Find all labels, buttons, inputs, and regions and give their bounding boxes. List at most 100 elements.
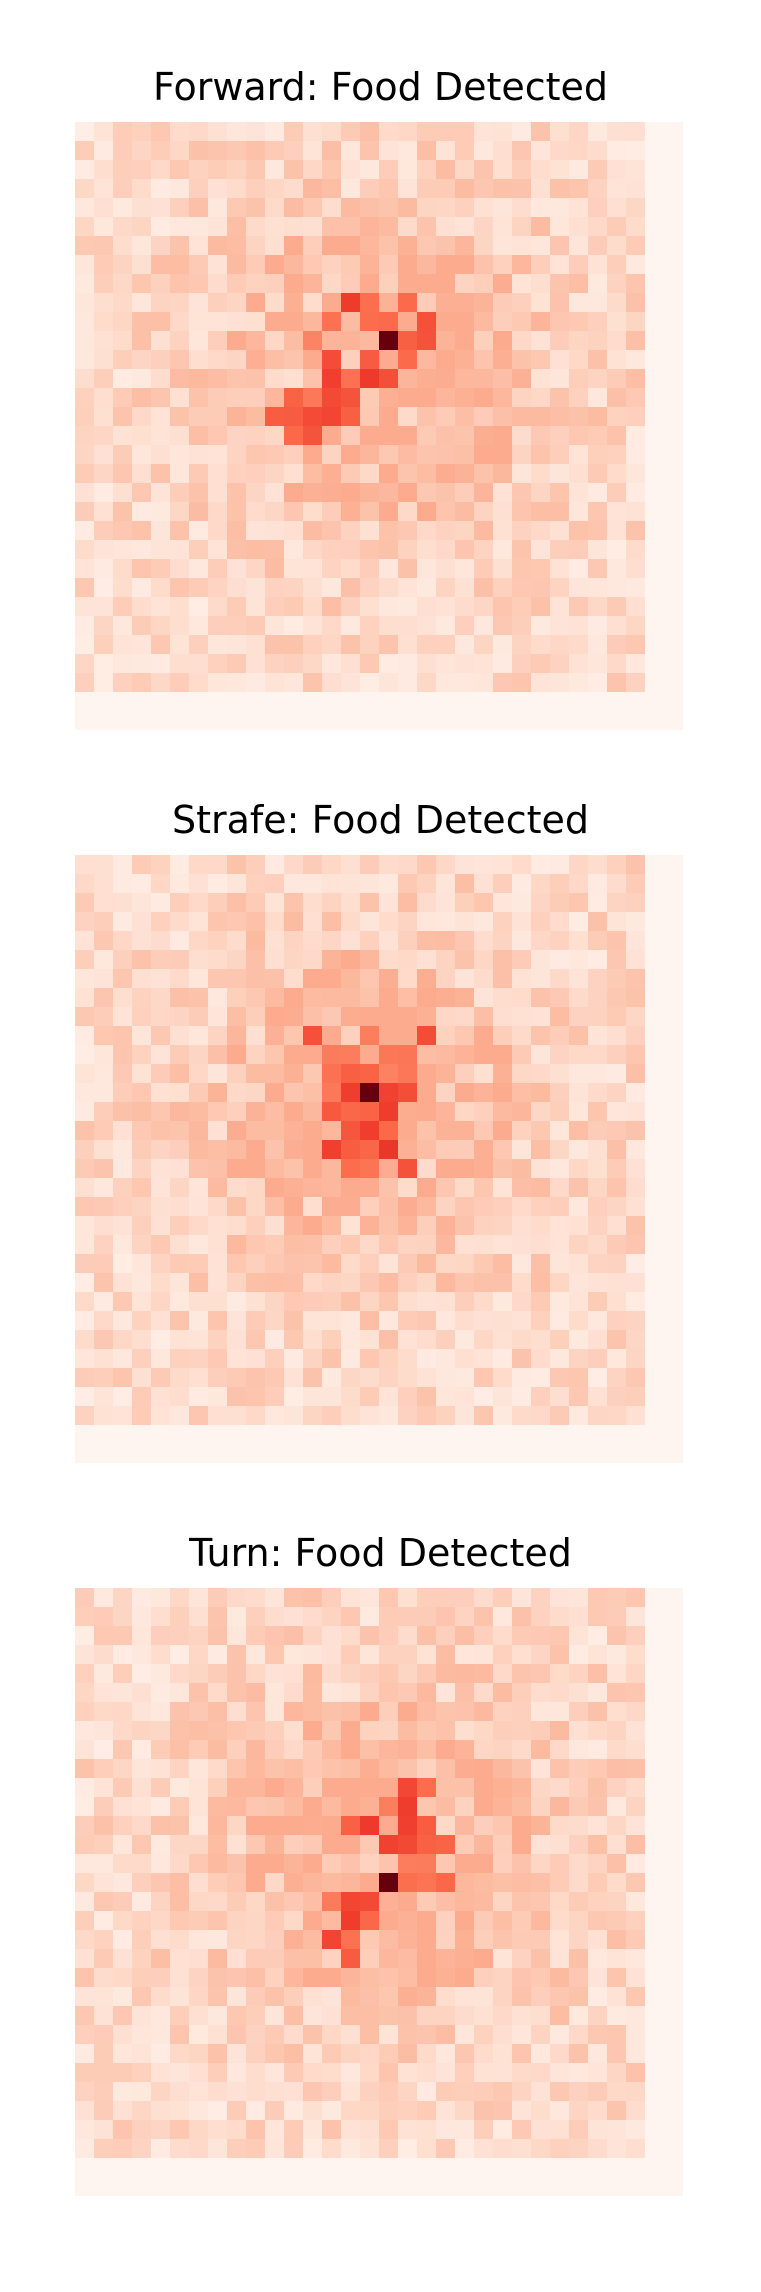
heatmap-cell — [379, 969, 398, 988]
heatmap-cell — [94, 293, 113, 312]
heatmap-cell — [132, 893, 151, 912]
heatmap-cell — [227, 1197, 246, 1216]
heatmap-cell — [474, 236, 493, 255]
heatmap-cell — [227, 635, 246, 654]
heatmap-cell — [379, 445, 398, 464]
heatmap-cell — [436, 502, 455, 521]
heatmap-cell — [417, 483, 436, 502]
heatmap-cell — [436, 912, 455, 931]
heatmap-cell — [493, 893, 512, 912]
heatmap-cell — [512, 597, 531, 616]
heatmap-cell — [474, 483, 493, 502]
heatmap-cell — [208, 635, 227, 654]
heatmap-cell — [417, 426, 436, 445]
heatmap-cell — [550, 217, 569, 236]
heatmap-cell — [94, 2139, 113, 2158]
heatmap-cell — [227, 293, 246, 312]
heatmap-cell — [379, 502, 398, 521]
heatmap-cell — [75, 1987, 94, 2006]
heatmap-cell — [360, 1797, 379, 1816]
heatmap-cell — [113, 2177, 132, 2196]
heatmap-cell — [512, 1368, 531, 1387]
heatmap-cell — [151, 1406, 170, 1425]
heatmap-cell — [265, 2025, 284, 2044]
heatmap-cell — [265, 1740, 284, 1759]
heatmap-cell — [664, 445, 683, 464]
heatmap-cell — [151, 141, 170, 160]
heatmap-cell — [170, 711, 189, 730]
heatmap-cell — [341, 597, 360, 616]
heatmap-cell — [246, 1026, 265, 1045]
heatmap-cell — [265, 1216, 284, 1235]
heatmap-cell — [455, 1387, 474, 1406]
heatmap-cell — [189, 1911, 208, 1930]
heatmap-cell — [113, 1854, 132, 1873]
heatmap-cell — [284, 1406, 303, 1425]
heatmap-cell — [132, 1216, 151, 1235]
heatmap-cell — [512, 1968, 531, 1987]
heatmap-cell — [322, 597, 341, 616]
heatmap-cell — [474, 1064, 493, 1083]
heatmap-cell — [455, 483, 474, 502]
heatmap-cell — [113, 1102, 132, 1121]
heatmap-cell — [170, 855, 189, 874]
heatmap-cell — [474, 160, 493, 179]
heatmap-cell — [493, 369, 512, 388]
heatmap-cell — [569, 1911, 588, 1930]
heatmap-cell — [512, 711, 531, 730]
heatmap-cell — [379, 1721, 398, 1740]
heatmap-cell — [550, 2006, 569, 2025]
heatmap-cell — [531, 407, 550, 426]
heatmap-cell — [569, 331, 588, 350]
heatmap-cell — [531, 1778, 550, 1797]
heatmap-cell — [303, 692, 322, 711]
heatmap-cell — [607, 1968, 626, 1987]
heatmap-cell — [417, 673, 436, 692]
heatmap-cell — [550, 1444, 569, 1463]
heatmap-cell — [151, 635, 170, 654]
heatmap-cell — [398, 1387, 417, 1406]
heatmap-cell — [664, 2082, 683, 2101]
heatmap-cell — [132, 1235, 151, 1254]
heatmap-cell — [512, 179, 531, 198]
heatmap-cell — [607, 312, 626, 331]
heatmap-cell — [227, 1911, 246, 1930]
heatmap-cell — [75, 1854, 94, 1873]
heatmap-cell — [246, 616, 265, 635]
heatmap-cell — [94, 1121, 113, 1140]
heatmap-cell — [626, 2082, 645, 2101]
heatmap-cell — [417, 1930, 436, 1949]
heatmap-cell — [341, 1197, 360, 1216]
heatmap-cell — [322, 1406, 341, 1425]
heatmap-cell — [113, 1911, 132, 1930]
heatmap-cell — [379, 2158, 398, 2177]
heatmap-cell — [132, 1797, 151, 1816]
heatmap-cell — [265, 502, 284, 521]
heatmap-cell — [341, 1254, 360, 1273]
heatmap-cell — [208, 350, 227, 369]
heatmap-cell — [417, 1607, 436, 1626]
heatmap-cell — [341, 312, 360, 331]
heatmap-cell — [170, 502, 189, 521]
heatmap-cell — [113, 407, 132, 426]
heatmap-cell — [417, 616, 436, 635]
heatmap-cell — [246, 2044, 265, 2063]
heatmap-cell — [94, 122, 113, 141]
heatmap-cell — [436, 1740, 455, 1759]
heatmap-cell — [550, 179, 569, 198]
heatmap-cell — [379, 312, 398, 331]
heatmap-cell — [265, 1626, 284, 1645]
heatmap-cell — [664, 673, 683, 692]
heatmap-cell — [607, 1121, 626, 1140]
heatmap-cell — [284, 1987, 303, 2006]
heatmap-cell — [113, 931, 132, 950]
heatmap-cell — [132, 1007, 151, 1026]
chart-title: Strafe: Food Detected — [172, 798, 589, 842]
heatmap-cell — [360, 1645, 379, 1664]
heatmap-cell — [398, 1778, 417, 1797]
heatmap-cell — [341, 2006, 360, 2025]
heatmap-cell — [265, 1702, 284, 1721]
heatmap-cell — [417, 1892, 436, 1911]
heatmap-cell — [246, 407, 265, 426]
heatmap-cell — [151, 1216, 170, 1235]
